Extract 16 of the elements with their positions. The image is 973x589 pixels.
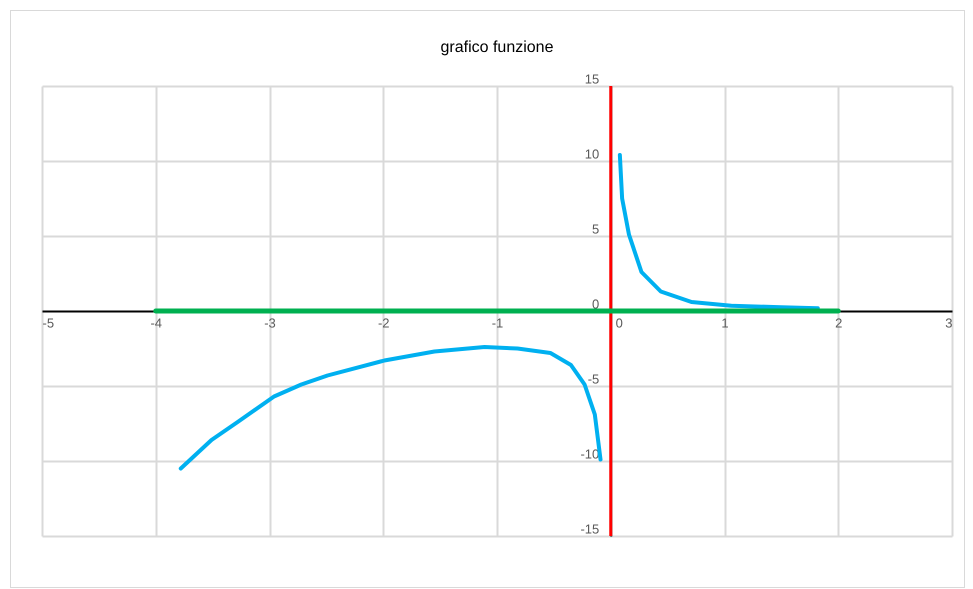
x-tick-label: 1 [721,316,729,330]
chart-title: grafico funzione [440,39,554,56]
x-tick-label: -5 [42,316,54,330]
x-tick-label: 0 [616,316,623,330]
y-tick-label: -5 [588,372,600,386]
y-tick-label: 10 [584,146,600,162]
x-tick-label: -2 [378,316,390,330]
x-tick-label: 3 [945,316,952,330]
y-tick-label: -15 [580,522,600,536]
x-tick-label: 2 [835,316,842,330]
x-tick-label: -1 [492,316,504,330]
x-tick-label: -4 [150,316,162,330]
y-tick-label: 5 [592,222,600,236]
y-tick-label: 15 [584,72,600,86]
x-tick-label: -3 [264,316,276,330]
y-tick-label: 0 [592,296,600,312]
